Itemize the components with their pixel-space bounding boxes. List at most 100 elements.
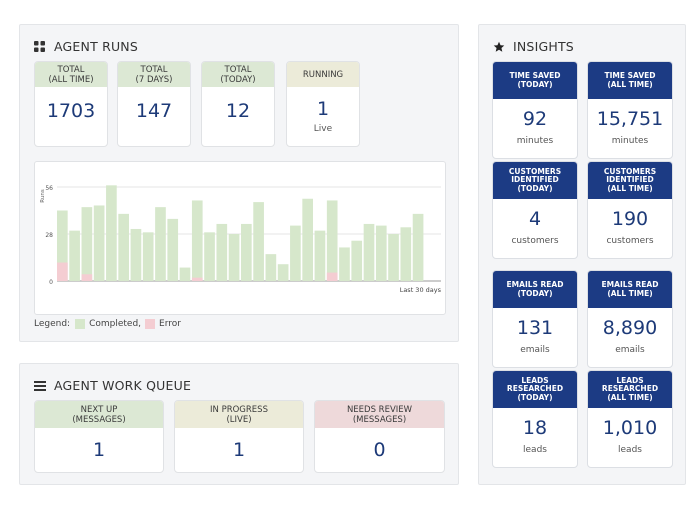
card-unit: emails — [615, 345, 645, 355]
bar-error — [326, 272, 338, 281]
bar-completed — [400, 227, 412, 281]
total-all-time-card[interactable]: TOTAL (ALL TIME) 1703 — [34, 61, 108, 147]
card-label: LEADS RESEARCHED (ALL TIME) — [588, 371, 672, 408]
bar-completed — [191, 200, 203, 281]
card-label: TOTAL (7 DAYS) — [118, 62, 190, 87]
bar-completed — [412, 213, 424, 281]
work-queue-header: AGENT WORK QUEUE — [33, 378, 191, 393]
total-today-card[interactable]: TOTAL (TODAY) 12 — [201, 61, 275, 147]
needs-review-card[interactable]: NEEDS REVIEW (MESSAGES) 0 — [314, 400, 445, 473]
card-sub: Live — [313, 124, 333, 134]
y-tick-label: 0 — [49, 279, 53, 286]
card-label: IN PROGRESS (LIVE) — [175, 401, 303, 428]
card-value: 12 — [225, 100, 251, 122]
bar-completed — [106, 185, 117, 281]
card-value: 147 — [135, 100, 173, 122]
card-unit: minutes — [611, 136, 649, 146]
card-value: 15,751 — [596, 108, 664, 130]
insights-panel: INSIGHTS TIME SAVED (TODAY) 92 minutes T… — [478, 24, 686, 485]
bar-completed — [204, 232, 215, 281]
y-axis-label: Runs — [40, 189, 46, 203]
card-value: 1 — [92, 439, 106, 461]
card-label: CUSTOMERS IDENTIFIED (TODAY) — [493, 162, 577, 199]
card-label: LEADS RESEARCHED (TODAY) — [493, 371, 577, 408]
card-label: NEEDS REVIEW (MESSAGES) — [315, 401, 444, 428]
bar-completed — [314, 230, 326, 281]
star-icon — [492, 40, 505, 53]
card-value: 92 — [522, 108, 548, 130]
bar-completed — [216, 223, 228, 281]
card-label: TIME SAVED (TODAY) — [493, 62, 577, 99]
bar-completed — [277, 264, 289, 281]
bar-completed — [351, 240, 363, 281]
bar-completed — [290, 225, 301, 281]
card-unit: minutes — [516, 136, 554, 146]
bar-completed — [118, 213, 129, 281]
card-label: TOTAL (TODAY) — [202, 62, 274, 87]
time-saved-today-card[interactable]: TIME SAVED (TODAY) 92 minutes — [492, 61, 578, 159]
bar-completed — [93, 205, 105, 281]
in-progress-card[interactable]: IN PROGRESS (LIVE) 1 — [174, 400, 304, 473]
customers-today-card[interactable]: CUSTOMERS IDENTIFIED (TODAY) 4 customers — [492, 161, 578, 259]
card-label: EMAILS READ (TODAY) — [493, 271, 577, 308]
card-label: TOTAL (ALL TIME) — [35, 62, 107, 87]
bar-completed — [228, 234, 240, 281]
bar-completed — [241, 223, 252, 281]
bar-completed — [302, 198, 313, 281]
card-value: 1 — [316, 98, 330, 120]
y-tick-label: 28 — [45, 232, 53, 239]
work-queue-panel: AGENT WORK QUEUE NEXT UP (MESSAGES) 1 IN… — [19, 363, 459, 485]
list-icon — [33, 379, 46, 392]
card-value: 0 — [373, 439, 386, 461]
leads-all-time-card[interactable]: LEADS RESEARCHED (ALL TIME) 1,010 leads — [587, 370, 673, 468]
card-value: 1,010 — [602, 417, 658, 439]
card-value: 8,890 — [602, 317, 658, 339]
bar-completed — [142, 232, 154, 281]
card-value: 190 — [611, 208, 649, 230]
time-saved-all-time-card[interactable]: TIME SAVED (ALL TIME) 15,751 minutes — [587, 61, 673, 159]
bar-completed — [375, 225, 387, 281]
insights-title: INSIGHTS — [513, 39, 574, 54]
running-card[interactable]: RUNNING 1 Live — [286, 61, 360, 147]
bar-completed — [179, 267, 191, 281]
card-label: EMAILS READ (ALL TIME) — [588, 271, 672, 308]
card-unit: leads — [618, 445, 642, 455]
card-label: RUNNING — [287, 62, 359, 87]
bar-completed — [155, 207, 166, 281]
total-7-days-card[interactable]: TOTAL (7 DAYS) 147 — [117, 61, 191, 147]
bar-completed — [69, 230, 80, 281]
card-unit: customers — [511, 236, 559, 246]
legend-completed-label: Completed, — [89, 319, 142, 329]
bar-completed — [363, 223, 375, 281]
card-value: 1703 — [46, 100, 96, 122]
card-label: CUSTOMERS IDENTIFIED (ALL TIME) — [588, 162, 672, 199]
bar-error — [57, 262, 68, 281]
work-queue-title: AGENT WORK QUEUE — [54, 378, 192, 393]
x-axis-label: Last 30 days — [400, 286, 442, 294]
emails-all-time-card[interactable]: EMAILS READ (ALL TIME) 8,890 emails — [587, 270, 673, 368]
agent-runs-panel: AGENT RUNS TOTAL (ALL TIME) 1703 TOTAL (… — [19, 24, 459, 342]
agent-runs-title: AGENT RUNS — [54, 39, 138, 54]
card-value: 131 — [516, 317, 554, 339]
legend-error-swatch — [145, 319, 156, 329]
leads-today-card[interactable]: LEADS RESEARCHED (TODAY) 18 leads — [492, 370, 578, 468]
customers-all-time-card[interactable]: CUSTOMERS IDENTIFIED (ALL TIME) 190 cust… — [587, 161, 673, 259]
bar-completed — [253, 202, 264, 281]
chart-legend: Legend: Completed, Error — [34, 319, 181, 329]
emails-today-card[interactable]: EMAILS READ (TODAY) 131 emails — [492, 270, 578, 368]
card-value: 1 — [232, 439, 246, 461]
card-unit: customers — [606, 236, 654, 246]
card-label: NEXT UP (MESSAGES) — [35, 401, 163, 428]
bar-completed — [167, 218, 179, 281]
next-up-card[interactable]: NEXT UP (MESSAGES) 1 — [34, 400, 164, 473]
bar-completed — [265, 254, 277, 281]
bar-error — [191, 277, 203, 281]
card-unit: emails — [520, 345, 550, 355]
card-value: 4 — [528, 208, 542, 230]
bar-error — [81, 274, 93, 281]
bar-completed — [81, 207, 93, 281]
bar-completed — [388, 234, 399, 281]
bar-completed — [130, 228, 142, 281]
y-tick-label: 56 — [45, 185, 53, 192]
